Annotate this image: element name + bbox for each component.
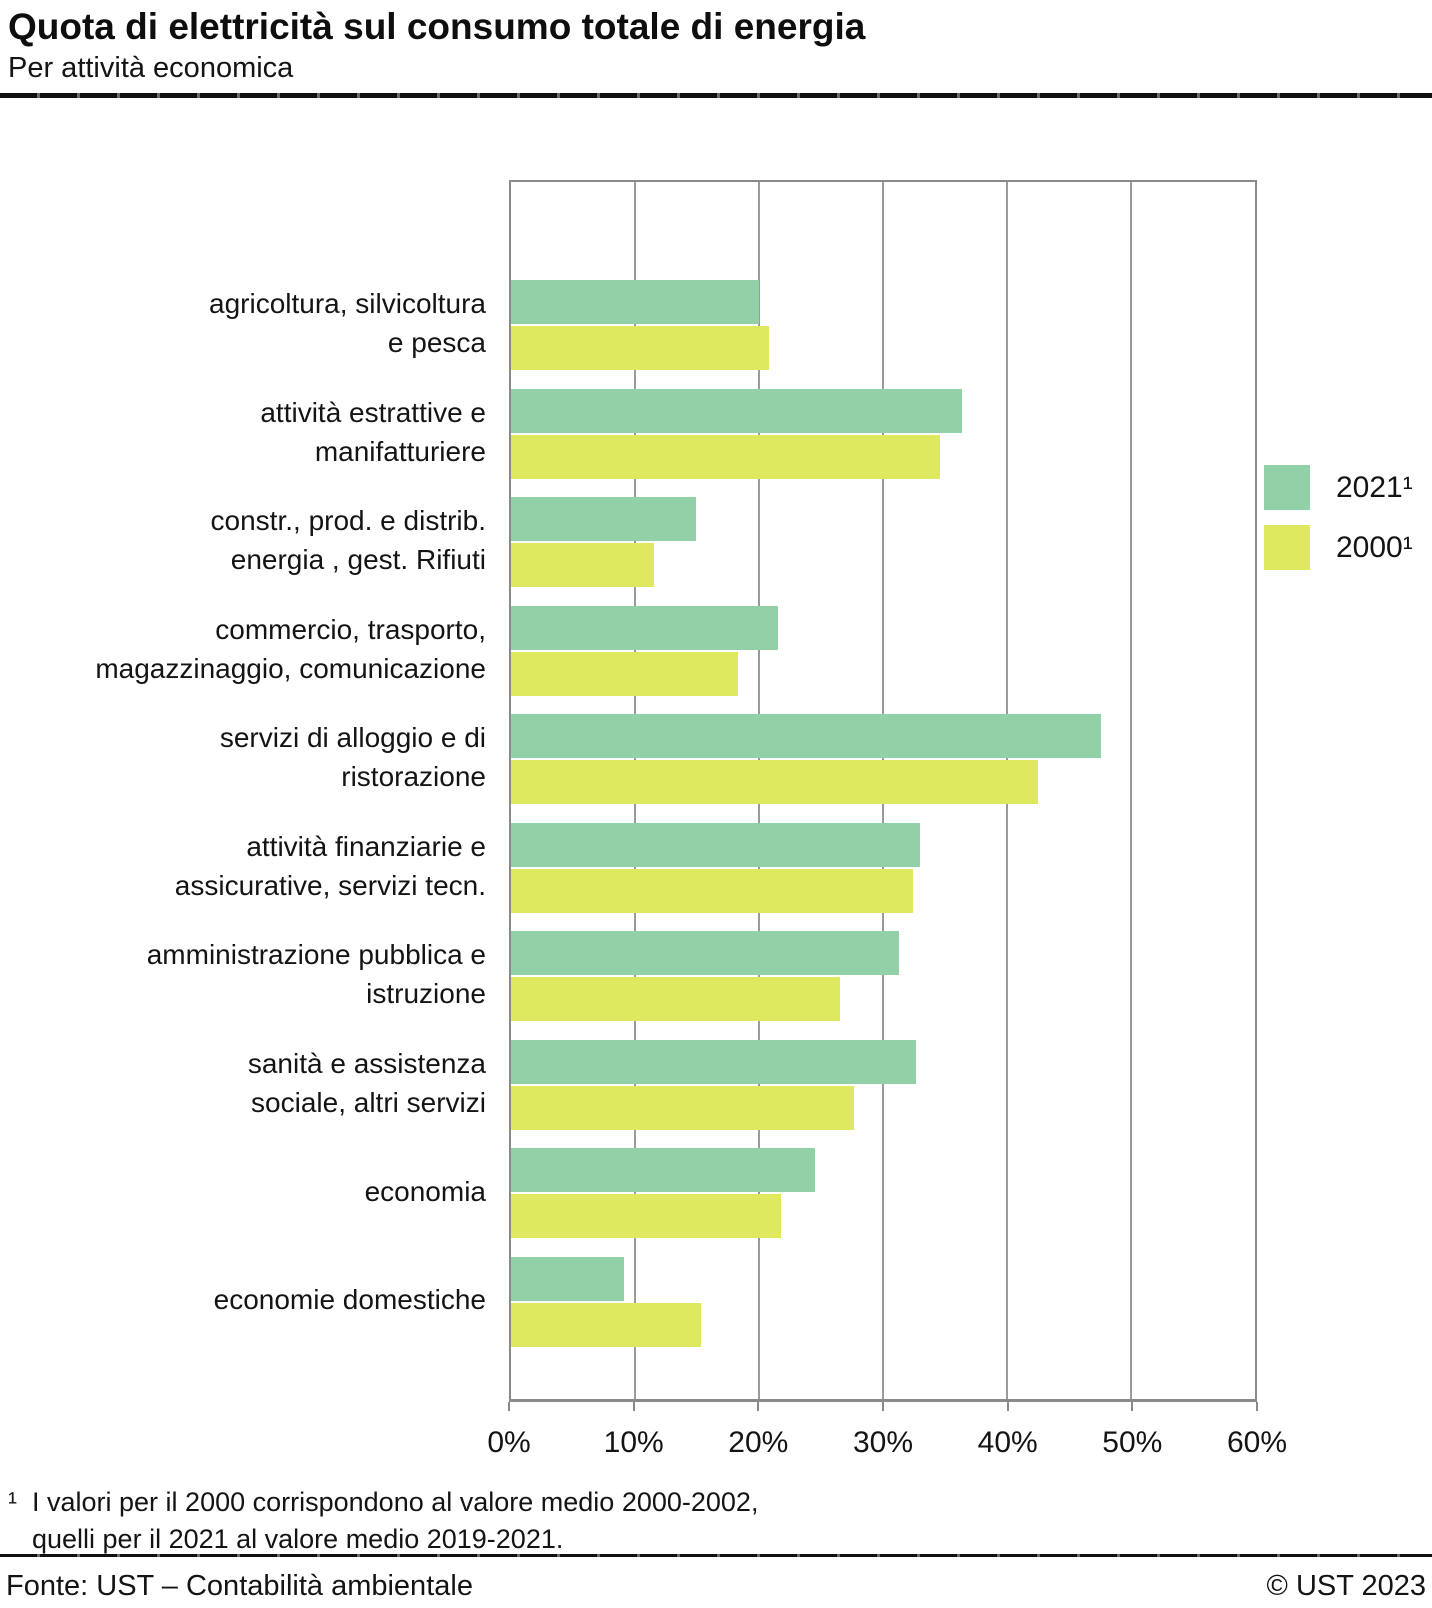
bar-2000-row-4 (511, 651, 738, 696)
bar-2000-row-5 (511, 760, 1038, 804)
bar-2000-row-8 (511, 1085, 855, 1130)
x-axis-label-60%: 60% (1226, 1426, 1288, 1459)
bar-2021-row-4 (511, 605, 778, 650)
footnote: ¹ I valori per il 2000 corrispondono al … (8, 1484, 758, 1558)
bar-2021-row-6 (511, 822, 921, 867)
bar-2000-row-3 (511, 543, 654, 587)
category-label-7: amministrazione pubblica e istruzione (146, 939, 486, 1009)
bar-2021-row-9 (511, 1148, 815, 1192)
x-axis-label-30%: 30% (852, 1426, 914, 1459)
x-axis-label-50%: 50% (1102, 1426, 1163, 1459)
category-label-6: attività finanziarie e assicurative, ser… (174, 830, 486, 901)
gridline-50% (1130, 182, 1132, 1399)
category-label-8: sanità e assistenza sociale, altri servi… (247, 1047, 486, 1118)
bar-2021-row-7 (511, 931, 900, 975)
bar-2000-row-10 (511, 1302, 701, 1347)
legend-label-2021: 2021¹ (1336, 471, 1413, 504)
bar-2021-row-5 (511, 714, 1102, 758)
page-title: Quota di elettricità sul consumo totale … (8, 6, 866, 47)
category-label-3: constr., prod. e distrib. energia , gest… (210, 505, 486, 575)
category-label-10: economie domestiche (213, 1284, 486, 1315)
category-label-4: commercio, trasporto, magazzinaggio, com… (95, 613, 486, 684)
footer-copyright: © UST 2023 (1266, 1570, 1426, 1602)
axis-tick-10% (632, 1402, 635, 1411)
axis-tick-30% (882, 1402, 884, 1411)
footnote-line-1: I valori per il 2000 corrispondono al va… (32, 1487, 759, 1517)
axis-tick-40% (1006, 1402, 1009, 1411)
x-axis-label-10%: 10% (603, 1426, 664, 1459)
bar-2000-row-9 (511, 1194, 782, 1238)
footnote-line-2: quelli per il 2021 al valore medio 2019-… (32, 1524, 564, 1554)
footnote-text: I valori per il 2000 corrispondono al va… (32, 1484, 758, 1558)
plot-area (509, 180, 1257, 1402)
bar-2000-row-7 (511, 977, 840, 1021)
axis-tick-50% (1131, 1402, 1134, 1411)
bar-2021-row-1 (511, 280, 759, 324)
page-subtitle: Per attività economica (8, 52, 294, 84)
footnote-marker: ¹ (8, 1487, 17, 1517)
bar-2021-row-2 (511, 388, 963, 433)
axis-tick-60% (1256, 1402, 1258, 1411)
bar-2021-row-3 (511, 497, 696, 541)
bar-2021-row-8 (511, 1039, 917, 1084)
axis-tick-0% (508, 1402, 510, 1411)
category-label-2: attività estrattive e manifatturiere (260, 396, 486, 467)
legend-swatch-2000 (1264, 525, 1310, 570)
bar-2000-row-1 (511, 326, 769, 370)
x-axis-label-40%: 40% (977, 1426, 1038, 1459)
legend-swatch-2021 (1264, 465, 1310, 510)
axis-tick-20% (757, 1402, 760, 1411)
category-label-1: agricoltura, silvicoltura e pesca (209, 288, 486, 358)
footer-source: Fonte: UST – Contabilità ambientale (6, 1570, 473, 1602)
header-divider (0, 93, 1432, 98)
category-label-9: economia (364, 1175, 486, 1207)
bar-2021-row-10 (511, 1256, 624, 1301)
x-axis-label-0%: 0% (487, 1426, 531, 1459)
category-label-5: servizi di alloggio e di ristorazione (219, 722, 486, 792)
legend-label-2000: 2000¹ (1336, 531, 1413, 564)
bar-2000-row-2 (511, 434, 941, 479)
bar-2000-row-6 (511, 868, 913, 913)
x-axis-label-20%: 20% (728, 1426, 789, 1459)
footer-divider (0, 1554, 1432, 1557)
